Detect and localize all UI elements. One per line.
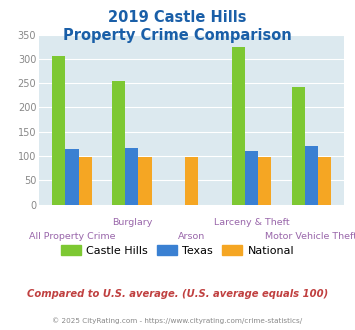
Text: Arson: Arson [178, 232, 205, 241]
Bar [318, 156, 331, 205]
Bar [185, 156, 198, 205]
Bar [258, 156, 271, 205]
Text: Motor Vehicle Theft: Motor Vehicle Theft [266, 232, 355, 241]
Text: © 2025 CityRating.com - https://www.cityrating.com/crime-statistics/: © 2025 CityRating.com - https://www.city… [53, 317, 302, 324]
Text: Property Crime Comparison: Property Crime Comparison [63, 28, 292, 43]
Bar [52, 55, 65, 205]
Text: Burglary: Burglary [112, 218, 152, 227]
Text: 2019 Castle Hills: 2019 Castle Hills [108, 10, 247, 25]
Bar [245, 151, 258, 205]
Bar [292, 86, 305, 205]
Text: All Property Crime: All Property Crime [29, 232, 115, 241]
Bar [78, 156, 92, 205]
Bar [112, 81, 125, 205]
Text: Compared to U.S. average. (U.S. average equals 100): Compared to U.S. average. (U.S. average … [27, 289, 328, 299]
Legend: Castle Hills, Texas, National: Castle Hills, Texas, National [56, 241, 299, 260]
Bar [232, 47, 245, 205]
Bar [125, 148, 138, 205]
Text: Larceny & Theft: Larceny & Theft [214, 218, 289, 227]
Bar [305, 146, 318, 205]
Bar [138, 156, 152, 205]
Bar [65, 149, 78, 205]
